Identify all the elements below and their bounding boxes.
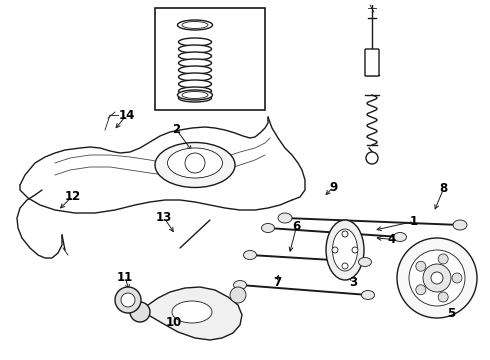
Circle shape bbox=[342, 263, 348, 269]
Circle shape bbox=[438, 254, 448, 264]
Text: 8: 8 bbox=[440, 183, 447, 195]
Circle shape bbox=[352, 247, 358, 253]
Circle shape bbox=[130, 302, 150, 322]
Ellipse shape bbox=[326, 220, 364, 280]
Text: 11: 11 bbox=[117, 271, 133, 284]
Ellipse shape bbox=[178, 87, 212, 95]
Text: 4: 4 bbox=[388, 233, 396, 246]
Ellipse shape bbox=[278, 213, 292, 223]
Ellipse shape bbox=[453, 220, 467, 230]
Ellipse shape bbox=[168, 148, 222, 178]
Text: 10: 10 bbox=[166, 316, 182, 329]
Circle shape bbox=[185, 153, 205, 173]
Ellipse shape bbox=[182, 91, 208, 99]
Ellipse shape bbox=[234, 280, 246, 289]
Ellipse shape bbox=[178, 59, 212, 67]
Ellipse shape bbox=[362, 291, 374, 300]
Circle shape bbox=[409, 250, 465, 306]
Circle shape bbox=[230, 287, 246, 303]
Ellipse shape bbox=[178, 38, 212, 46]
Circle shape bbox=[431, 272, 443, 284]
Circle shape bbox=[416, 285, 426, 295]
Text: 3: 3 bbox=[349, 276, 357, 289]
Ellipse shape bbox=[178, 66, 212, 74]
Circle shape bbox=[438, 292, 448, 302]
Text: 7: 7 bbox=[273, 276, 281, 289]
Ellipse shape bbox=[178, 52, 212, 60]
Circle shape bbox=[332, 247, 338, 253]
Circle shape bbox=[452, 273, 462, 283]
Ellipse shape bbox=[178, 45, 212, 53]
Ellipse shape bbox=[172, 301, 212, 323]
Circle shape bbox=[423, 264, 451, 292]
Text: 2: 2 bbox=[172, 123, 180, 136]
Circle shape bbox=[397, 238, 477, 318]
Ellipse shape bbox=[333, 229, 358, 271]
Circle shape bbox=[121, 293, 135, 307]
Ellipse shape bbox=[178, 80, 212, 88]
Text: 14: 14 bbox=[118, 109, 135, 122]
Bar bbox=[155, 8, 265, 110]
Ellipse shape bbox=[182, 22, 208, 28]
Ellipse shape bbox=[177, 90, 213, 100]
Text: 13: 13 bbox=[156, 211, 172, 224]
Polygon shape bbox=[140, 287, 242, 340]
Circle shape bbox=[115, 287, 141, 313]
Ellipse shape bbox=[244, 251, 256, 260]
Ellipse shape bbox=[262, 224, 274, 233]
Circle shape bbox=[342, 231, 348, 237]
Ellipse shape bbox=[393, 233, 407, 242]
Text: 1: 1 bbox=[410, 215, 418, 228]
Circle shape bbox=[366, 152, 378, 164]
Ellipse shape bbox=[155, 143, 235, 188]
Text: 9: 9 bbox=[329, 181, 337, 194]
Ellipse shape bbox=[177, 20, 213, 30]
Ellipse shape bbox=[359, 257, 371, 266]
Text: 12: 12 bbox=[64, 190, 81, 203]
FancyBboxPatch shape bbox=[365, 49, 379, 76]
Text: 5: 5 bbox=[447, 307, 455, 320]
Circle shape bbox=[416, 261, 426, 271]
Ellipse shape bbox=[178, 94, 212, 102]
Text: 6: 6 bbox=[293, 220, 300, 233]
Ellipse shape bbox=[178, 73, 212, 81]
